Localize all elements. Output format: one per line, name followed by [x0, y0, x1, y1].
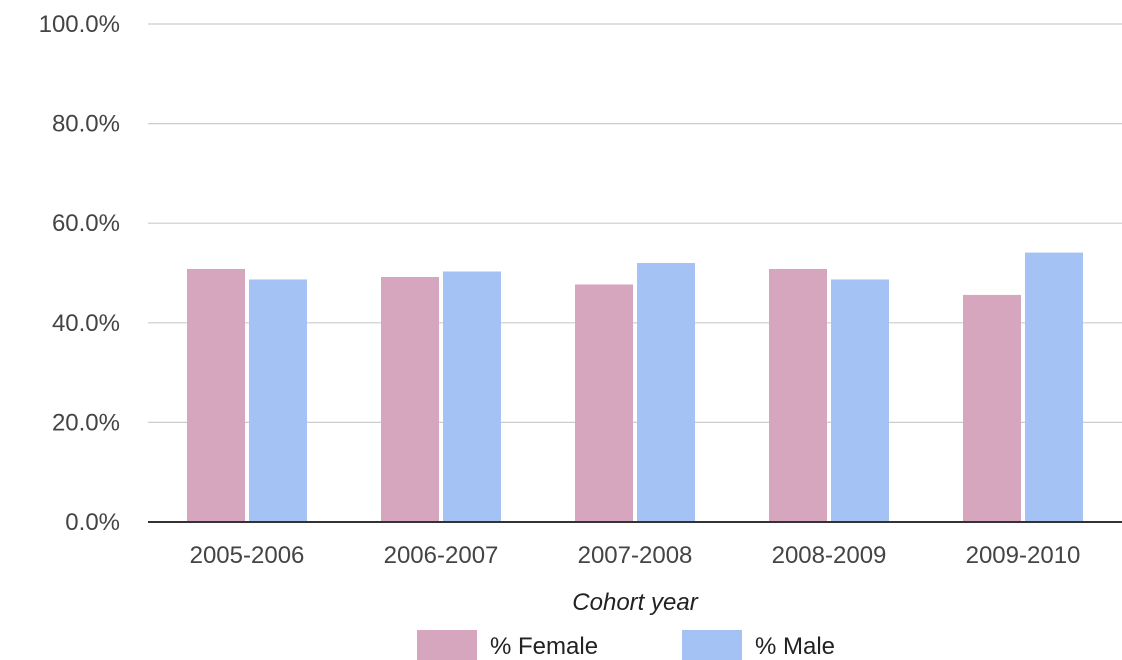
bar-female-2006-2007	[381, 276, 439, 522]
legend-swatch	[417, 630, 477, 660]
x-axis-tick-labels: 2005-2006 2006-2007 2007-2008 2008-2009 2009…	[190, 542, 1081, 569]
y-tick-label: 60.0%	[52, 210, 120, 237]
bar-female-2009-2010	[963, 294, 1021, 522]
legend-swatch	[682, 630, 742, 660]
y-tick-label: 20.0%	[52, 409, 120, 436]
legend-label: % Female	[490, 633, 598, 660]
x-tick-label: 2006-2007	[384, 542, 499, 569]
y-tick-label: 40.0%	[52, 310, 120, 337]
legend-item: % Male	[682, 630, 835, 660]
legend-item: % Female	[417, 630, 598, 660]
legend-label: % Male	[755, 633, 835, 660]
y-tick-label: 0.0%	[65, 509, 120, 536]
y-tick-label: 100.0%	[39, 11, 120, 38]
bar-male-2006-2007	[443, 271, 501, 522]
bar-male-2005-2006	[249, 279, 307, 522]
x-tick-label: 2005-2006	[190, 542, 305, 569]
bar-male-2009-2010	[1025, 252, 1083, 522]
bar-female-2008-2009	[769, 269, 827, 522]
legend: % Female % Male	[417, 630, 835, 660]
x-tick-label: 2008-2009	[772, 542, 887, 569]
bar-female-2005-2006	[187, 269, 245, 522]
x-tick-label: 2007-2008	[578, 542, 693, 569]
y-tick-label: 80.0%	[52, 111, 120, 138]
bar-male-2007-2008	[637, 263, 695, 522]
x-axis-title: Cohort year	[572, 589, 698, 616]
bar-female-2007-2008	[575, 284, 633, 522]
bars	[187, 252, 1083, 522]
bar-male-2008-2009	[831, 279, 889, 522]
x-tick-label: 2009-2010	[966, 542, 1081, 569]
gridlines	[148, 23, 1122, 423]
y-axis-tick-labels: 0.0% 20.0% 40.0% 60.0% 80.0% 100.0%	[39, 11, 120, 536]
